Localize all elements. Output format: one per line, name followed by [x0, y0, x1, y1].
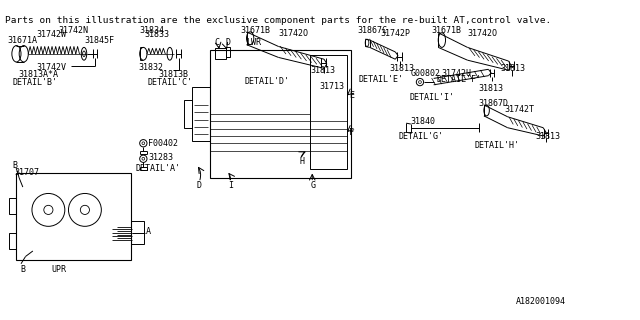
- Bar: [210, 50, 351, 178]
- Text: 31813: 31813: [500, 64, 525, 73]
- Text: DETAIL'E': DETAIL'E': [359, 75, 404, 84]
- Text: DETAIL'A': DETAIL'A': [135, 164, 180, 173]
- Bar: [131, 221, 144, 244]
- Text: D: D: [225, 38, 230, 47]
- Text: G: G: [310, 181, 316, 190]
- Text: 31742O: 31742O: [278, 29, 308, 38]
- Text: I: I: [228, 181, 233, 190]
- Text: 31840: 31840: [411, 117, 436, 126]
- Bar: [214, 48, 225, 59]
- Text: F00402: F00402: [148, 139, 178, 148]
- Text: G00802: G00802: [411, 69, 441, 78]
- Text: 31833: 31833: [144, 30, 169, 39]
- Text: D: D: [196, 181, 202, 190]
- Text: DETAIL'H': DETAIL'H': [475, 140, 520, 149]
- Text: 31813B: 31813B: [159, 70, 189, 79]
- Text: DETAIL'D': DETAIL'D': [244, 77, 290, 86]
- Text: 31813: 31813: [535, 132, 560, 141]
- Text: 31671A: 31671A: [7, 36, 37, 44]
- Text: 31845F: 31845F: [84, 36, 114, 44]
- Text: 31867C: 31867C: [358, 26, 388, 35]
- Text: 31742U: 31742U: [442, 69, 472, 78]
- Text: B: B: [20, 265, 25, 274]
- Text: 31283: 31283: [148, 153, 173, 162]
- Text: LWR: LWR: [246, 38, 262, 47]
- Text: UPR: UPR: [51, 265, 66, 274]
- Text: 31713: 31713: [319, 82, 344, 91]
- Text: 31813: 31813: [310, 66, 335, 75]
- Text: E: E: [349, 91, 354, 100]
- Text: 31813: 31813: [478, 84, 504, 93]
- Text: F: F: [349, 128, 354, 137]
- Text: 31832: 31832: [139, 63, 164, 72]
- Text: 31813: 31813: [389, 64, 414, 73]
- Text: 31671B: 31671B: [432, 26, 462, 35]
- Bar: [310, 55, 347, 169]
- Text: 31834: 31834: [140, 26, 164, 35]
- Text: 31742T: 31742T: [505, 105, 535, 114]
- Text: 31867D: 31867D: [478, 99, 508, 108]
- Bar: [225, 47, 230, 57]
- Bar: [192, 87, 210, 141]
- Text: C: C: [214, 38, 220, 47]
- Text: B: B: [13, 161, 18, 170]
- Text: Parts on this illustration are the exclusive component parts for the re-built AT: Parts on this illustration are the exclu…: [4, 16, 551, 25]
- Text: 31742N: 31742N: [58, 26, 88, 35]
- Text: 31742W: 31742W: [36, 30, 67, 39]
- Bar: [184, 100, 192, 128]
- Bar: [9, 198, 17, 214]
- Text: DETAIL'C': DETAIL'C': [148, 77, 193, 87]
- Text: 31742P: 31742P: [381, 29, 411, 38]
- Text: A: A: [146, 227, 151, 236]
- Bar: [9, 233, 17, 249]
- Text: 31707: 31707: [15, 168, 40, 177]
- Text: DETAIL'G': DETAIL'G': [398, 132, 443, 141]
- Text: DETAIL'F': DETAIL'F': [436, 75, 481, 84]
- Text: A182001094: A182001094: [516, 297, 566, 306]
- Text: 31813A*A: 31813A*A: [19, 70, 58, 79]
- Bar: [17, 173, 131, 260]
- Text: 31742O: 31742O: [467, 29, 497, 38]
- Text: 31671B: 31671B: [240, 26, 270, 35]
- Text: DETAIL'I': DETAIL'I': [409, 93, 454, 102]
- Text: 31742V: 31742V: [36, 63, 67, 72]
- Text: H: H: [300, 157, 305, 166]
- Text: DETAIL'B': DETAIL'B': [13, 77, 58, 87]
